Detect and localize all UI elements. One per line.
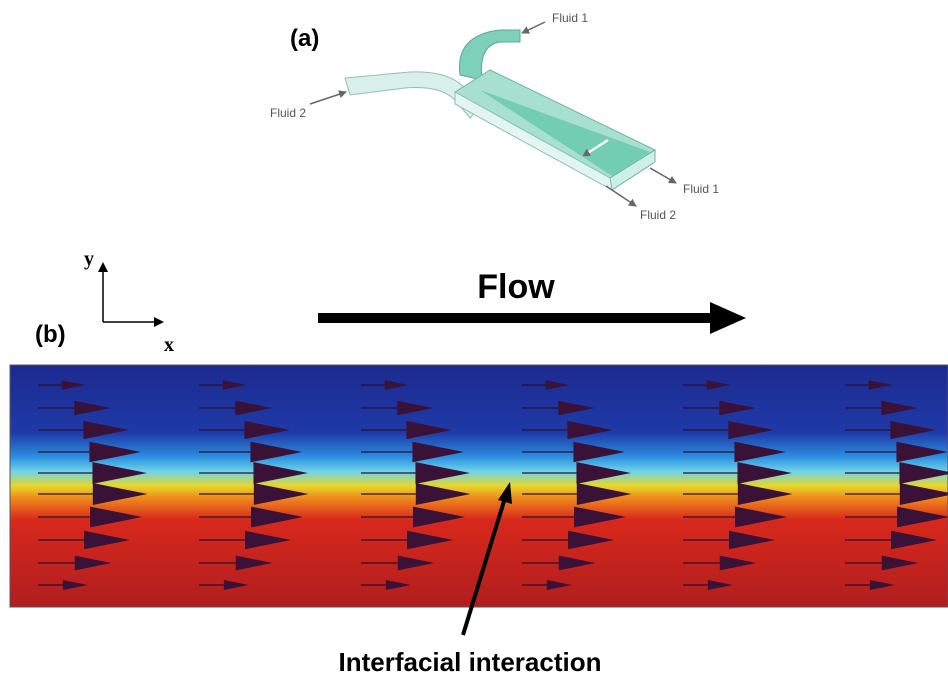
figure: (a) Fluid 1 Fluid 2 Fluid 1 Fluid 2 (b) …: [0, 0, 948, 676]
panel-label: (b): [35, 321, 66, 348]
annotation: Interfacial interaction: [339, 647, 602, 676]
axis-label: x: [164, 334, 174, 356]
fluid-label: Fluid 1: [683, 182, 719, 196]
flow-arrowhead: [710, 302, 746, 334]
panel-label: (a): [290, 25, 319, 52]
concentration-field: [10, 365, 948, 607]
fluid-label: Fluid 1: [552, 11, 588, 25]
fluid-label: Fluid 2: [640, 208, 676, 222]
microchannel-device: [310, 22, 676, 206]
fluid-label: Fluid 2: [270, 106, 306, 120]
axis-label: y: [84, 248, 94, 270]
flow-label: Flow: [477, 268, 555, 306]
